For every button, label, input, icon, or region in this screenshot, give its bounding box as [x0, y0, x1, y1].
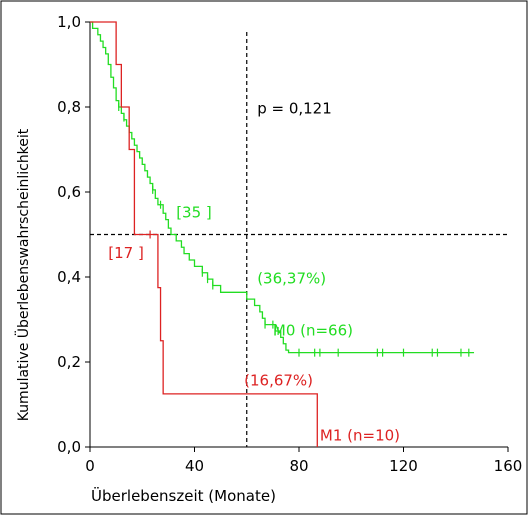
y-tick-label: 0,2: [57, 353, 81, 371]
y-tick-label: 0,0: [57, 438, 81, 456]
x-tick-label: 120: [389, 457, 418, 475]
y-tick-label: 0,6: [57, 183, 81, 201]
plot-layer: [90, 32, 508, 447]
x-tick-label: 160: [494, 457, 523, 475]
annotations: p = 0,121 [35 ] [17 ] (36,37%) (16,67%): [108, 99, 331, 389]
series-label-m1: M1 (n=10): [320, 427, 400, 445]
annotation-label: p = 0,121: [257, 99, 332, 117]
annotation-label: (36,37%): [257, 269, 326, 287]
series-label-m0: M0 (n=66): [273, 322, 353, 340]
x-tick-label: 0: [85, 457, 95, 475]
y-tick-label: 1,0: [57, 13, 81, 31]
x-tick-label: 40: [185, 457, 204, 475]
y-tick-label: 0,4: [57, 268, 81, 286]
series-m0-line: [90, 21, 475, 354]
y-axis-label: Kumulative Überlebenswahrscheinlichkeit: [14, 128, 32, 421]
series: M0 (n=66) M1 (n=10): [90, 21, 475, 447]
annotation-label: [17 ]: [108, 244, 144, 262]
x-tick-label: 80: [289, 457, 308, 475]
ticks: 0,0 0,2 0,4 0,6 0,8 1,0 0 40 80 120 160: [57, 13, 522, 475]
x-axis-label: Überlebenszeit (Monate): [91, 486, 276, 505]
y-tick-label: 0,8: [57, 98, 81, 116]
annotation-label: [35 ]: [176, 204, 212, 222]
annotation-label: (16,67%): [244, 371, 313, 389]
series-m1-line: [90, 21, 318, 447]
